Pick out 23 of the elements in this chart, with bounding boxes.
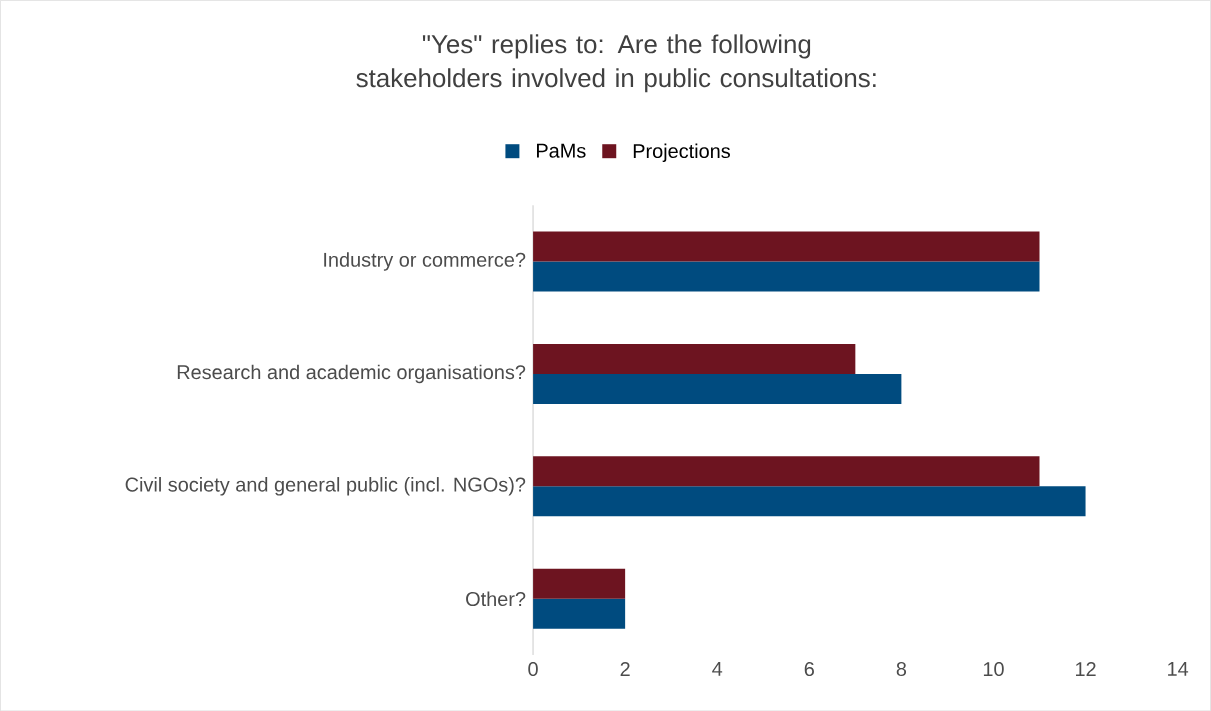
bar [533,598,626,629]
chart-title: "Yes" replies to: Are the following stakeholders involved in public consultations: [356,34,876,93]
bar [533,373,902,404]
bar [533,486,1086,517]
legend-label: Projections [633,143,730,162]
bar [533,231,1040,262]
legend-label: PaMs [537,143,586,158]
bar [533,456,1040,487]
x-tick-label: 4 [712,661,723,676]
x-tick-label: 12 [1076,661,1096,676]
x-tick-label: 2 [620,661,630,676]
y-tick-label: Other? [466,591,526,606]
x-tick-label: 0 [528,661,538,676]
bar [533,343,856,374]
y-tick-label: Industry or commerce? [324,252,526,271]
x-tick-label: 10 [983,661,1004,676]
bar [533,261,1040,292]
x-tick-label: 6 [804,661,814,676]
y-tick-label: Research and academic organisations? [177,364,526,384]
x-tick-label: 14 [1168,661,1189,676]
bar [533,568,626,599]
x-tick-label: 8 [896,661,907,676]
y-tick-label: Civil society and general public (incl. NGOs)? [125,476,526,496]
